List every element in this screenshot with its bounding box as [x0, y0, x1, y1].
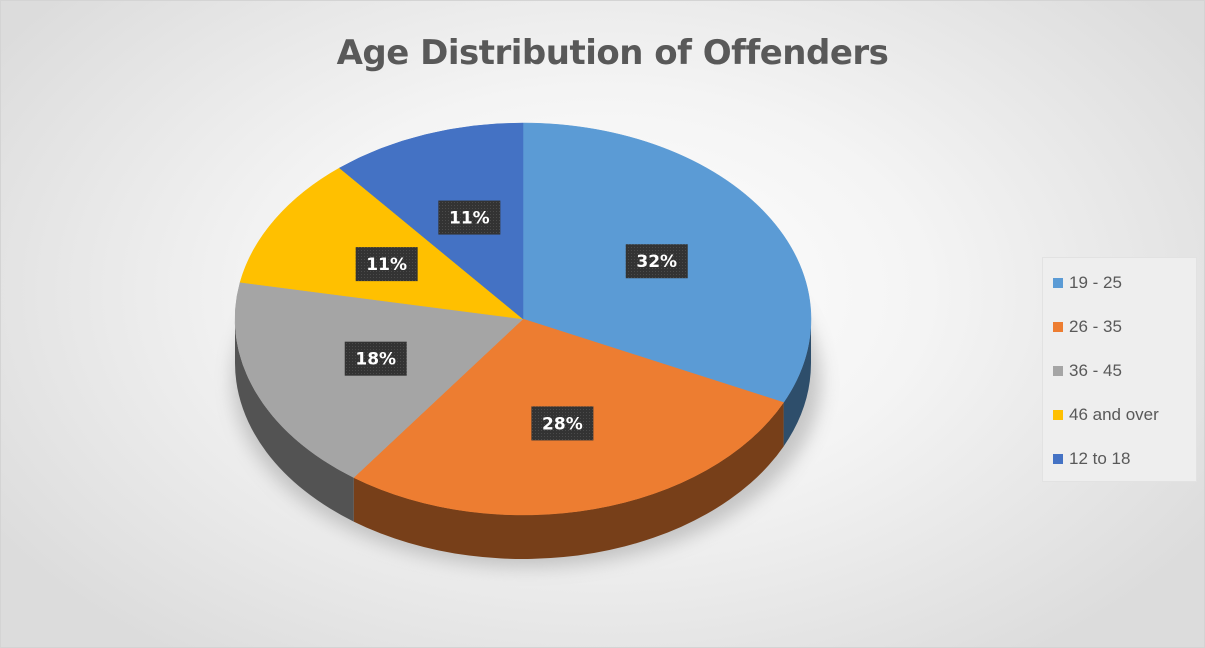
data-label-text: 32% [636, 252, 677, 272]
legend-swatch [1053, 278, 1063, 288]
data-label-text: 11% [449, 209, 490, 229]
data-label-box [344, 341, 407, 376]
data-label: 18% [344, 341, 407, 376]
legend-item: 36 - 45 [1053, 360, 1122, 382]
legend-label: 26 - 35 [1069, 317, 1122, 336]
chart-title: Age Distribution of Offenders [336, 33, 889, 73]
data-label-text: 18% [355, 350, 396, 370]
pie-slice [234, 281, 524, 478]
pie-slice-side [783, 319, 811, 447]
pie-slice-side [353, 402, 784, 559]
legend-item: 26 - 35 [1053, 316, 1122, 338]
legend-swatch [1053, 454, 1063, 464]
data-label-text: 28% [542, 414, 583, 434]
data-label-text: 11% [366, 255, 407, 275]
legend-swatch [1053, 322, 1063, 332]
legend-item: 46 and over [1053, 404, 1159, 426]
legend-label: 46 and over [1069, 405, 1159, 424]
legend-label: 12 to 18 [1069, 449, 1131, 468]
data-label: 11% [355, 247, 418, 282]
legend-label: 19 - 25 [1069, 273, 1122, 292]
legend-label: 36 - 45 [1069, 361, 1122, 380]
pie-slice-side [235, 319, 354, 522]
legend-item: 19 - 25 [1053, 272, 1122, 294]
pie-slice [239, 167, 524, 320]
pie-slice [338, 122, 524, 320]
data-label: 28% [531, 406, 594, 441]
chart-legend: 19 - 25 26 - 35 36 - 45 46 and over 12 t… [1042, 257, 1197, 482]
data-label-box [438, 200, 501, 235]
data-label: 32% [625, 244, 688, 279]
data-label: 11% [438, 200, 501, 235]
legend-item: 12 to 18 [1053, 448, 1130, 470]
data-label-box [625, 244, 688, 279]
legend-swatch [1053, 410, 1063, 420]
legend-swatch [1053, 366, 1063, 376]
data-label-box [531, 406, 594, 441]
data-label-box [355, 247, 418, 282]
